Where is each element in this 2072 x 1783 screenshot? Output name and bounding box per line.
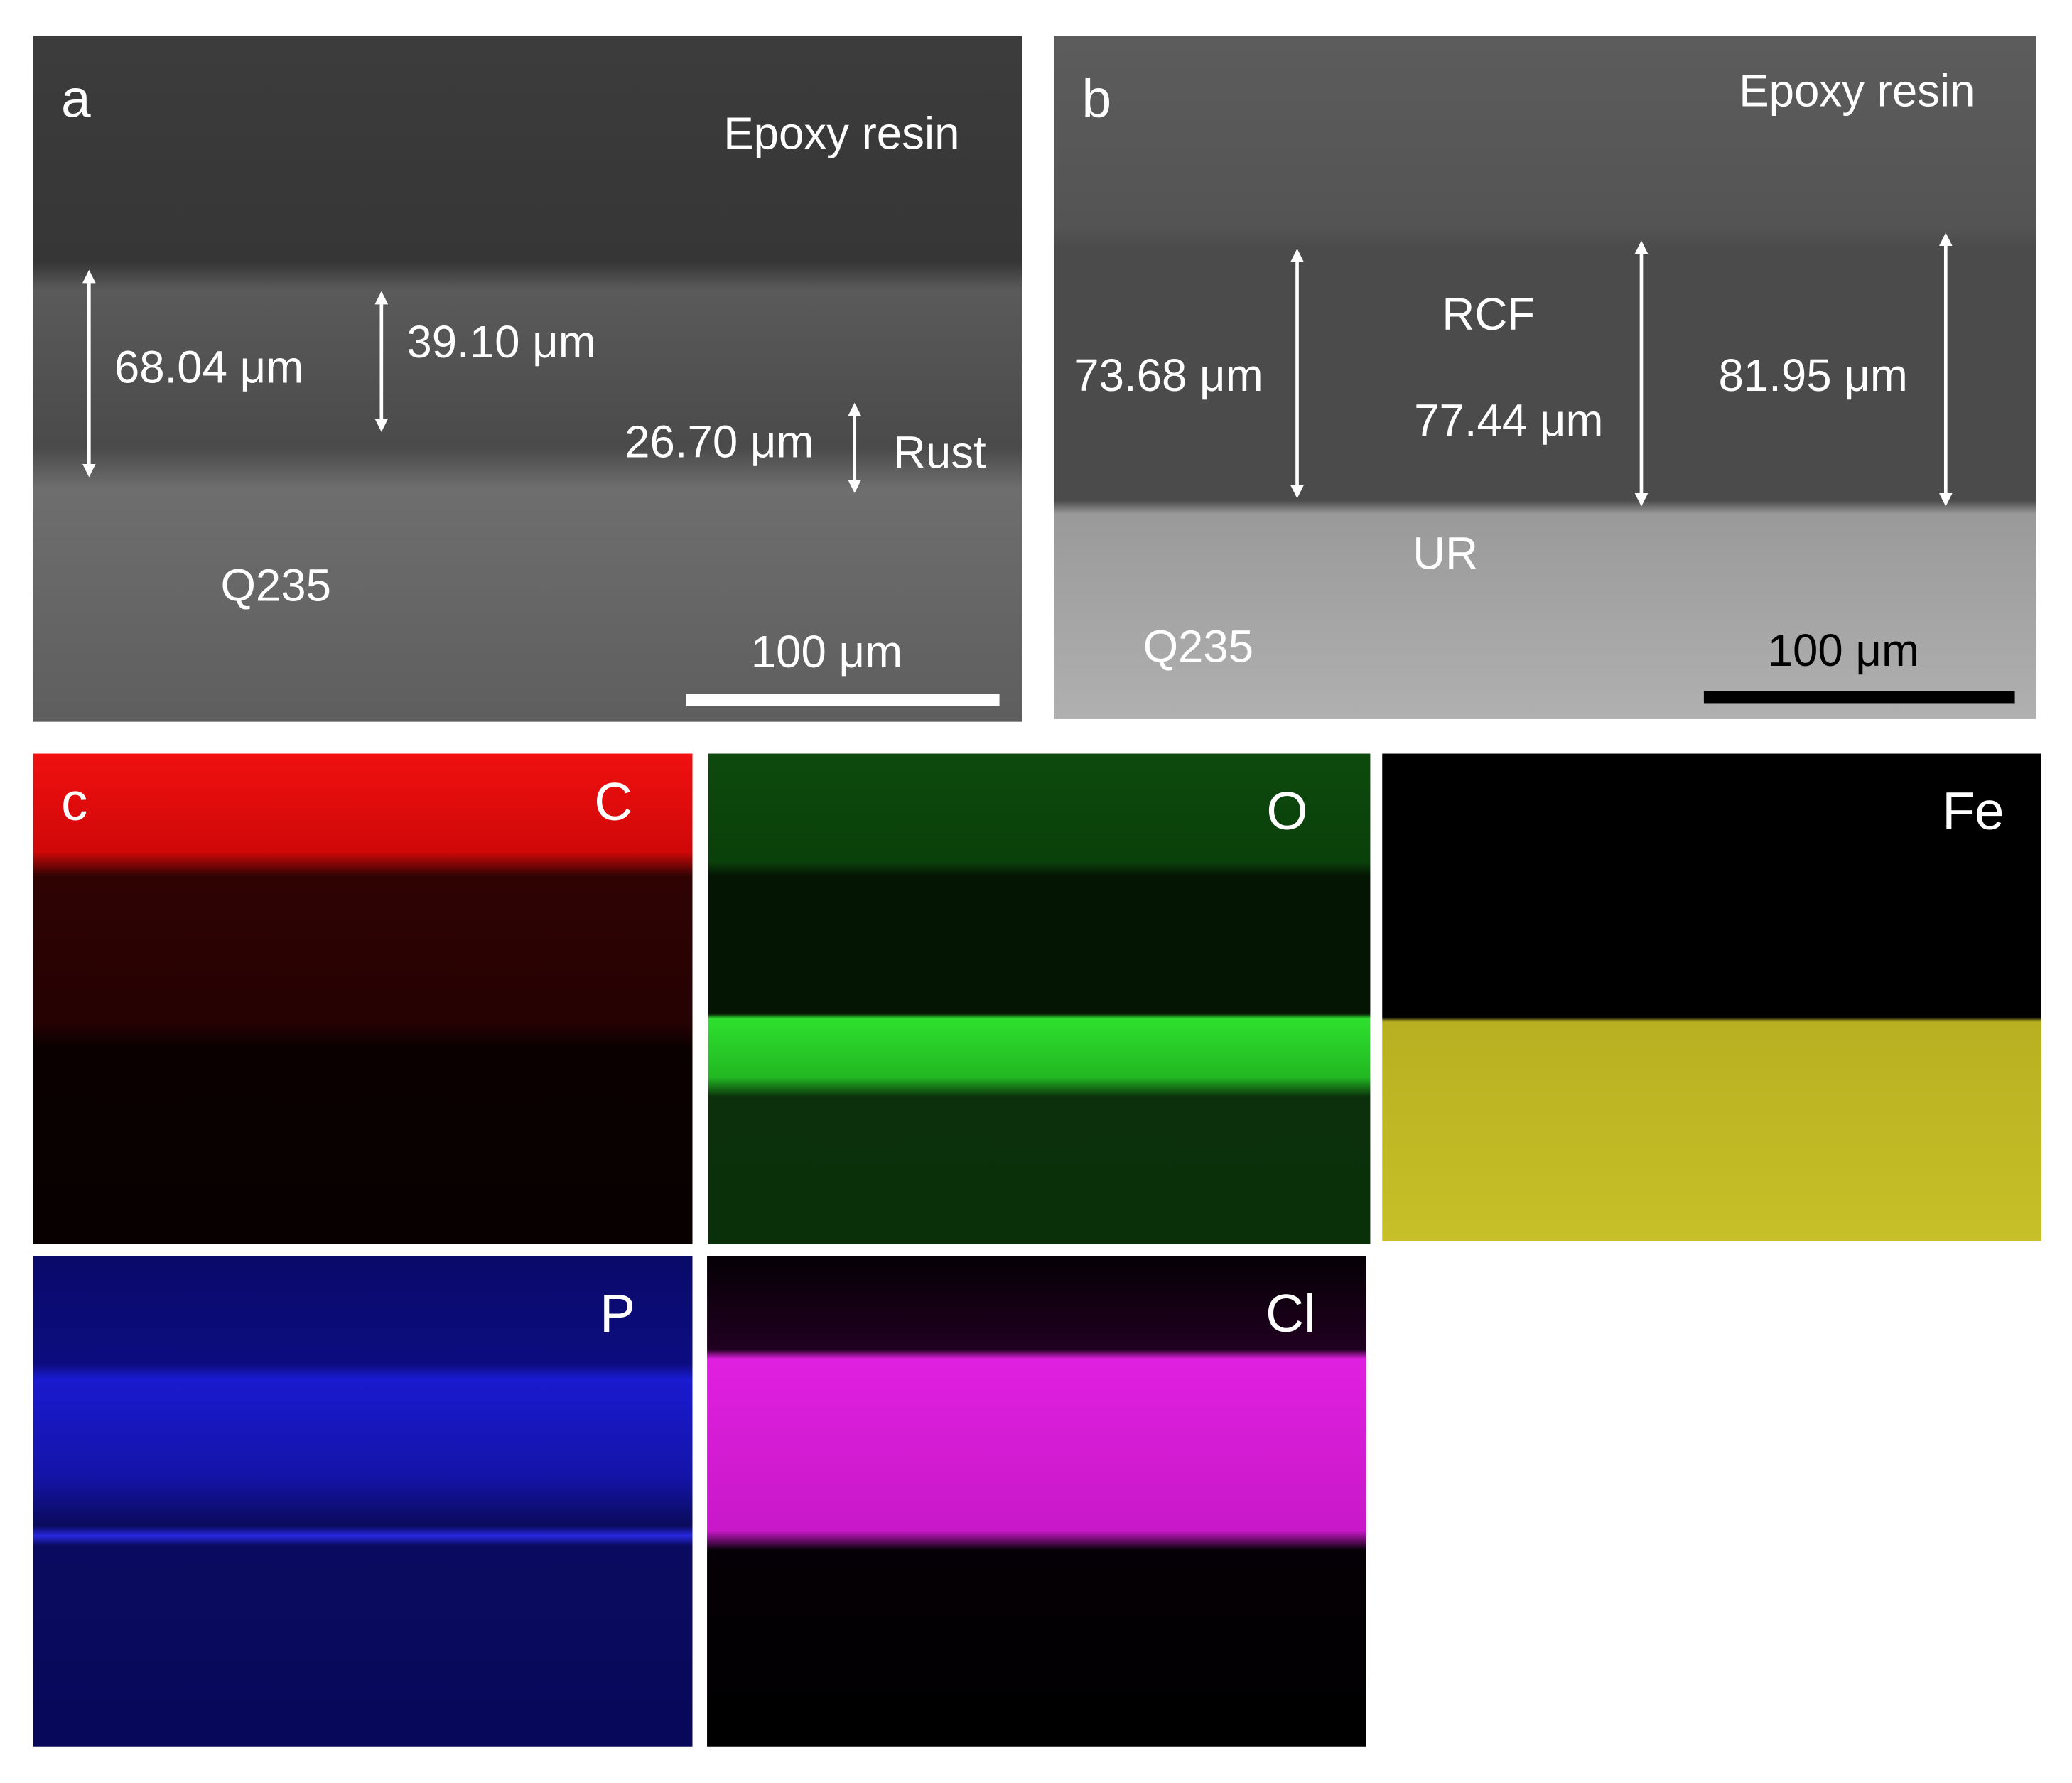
panel-c: c C O Fe P Cl: [33, 753, 2041, 1747]
map-p: [33, 1256, 693, 1747]
map-fe: [1382, 753, 2041, 1241]
sem-image: [33, 36, 1022, 722]
layer-label: Q235: [1143, 621, 1254, 672]
layer-label: Q235: [220, 560, 331, 610]
layer-label: Rust: [893, 427, 986, 478]
element-label: Cl: [1266, 1283, 1316, 1343]
panel-label: c: [61, 772, 87, 831]
map-cl: [707, 1256, 1366, 1747]
panel-label: a: [61, 69, 91, 129]
sem-image: [1054, 36, 2036, 719]
element-label: O: [1266, 781, 1307, 841]
layer-label: RCF: [1442, 289, 1535, 340]
measurement: 39.10 μm: [406, 317, 595, 367]
measurement: 77.44 μm: [1414, 396, 1603, 446]
map-o: [708, 753, 1371, 1244]
scale-bar-label: 100 μm: [1768, 625, 1919, 676]
element-label: C: [594, 772, 632, 831]
layer-label: UR: [1413, 529, 1478, 579]
map-c: [33, 753, 693, 1244]
measurement: 68.04 μm: [114, 343, 303, 393]
scale-bar-label: 100 μm: [751, 627, 902, 677]
measurement: 26.70 μm: [625, 416, 814, 467]
layer-label: Epoxy resin: [723, 108, 959, 158]
panel-label: b: [1082, 69, 1112, 129]
measurement: 73.68 μm: [1074, 350, 1263, 401]
layer-label: Epoxy resin: [1739, 66, 1975, 117]
element-label: P: [600, 1283, 635, 1343]
panel-a: a Epoxy resin 68.04 μm 39.10 μm 26.70 μm…: [33, 36, 1022, 722]
element-label: Fe: [1942, 781, 2004, 841]
panel-b: b Epoxy resin RCF 73.68 μm 77.44 μm 81.9…: [1054, 36, 2036, 719]
scale-bar: [686, 694, 1000, 706]
scale-bar: [1703, 691, 2015, 704]
measurement: 81.95 μm: [1718, 350, 1907, 401]
